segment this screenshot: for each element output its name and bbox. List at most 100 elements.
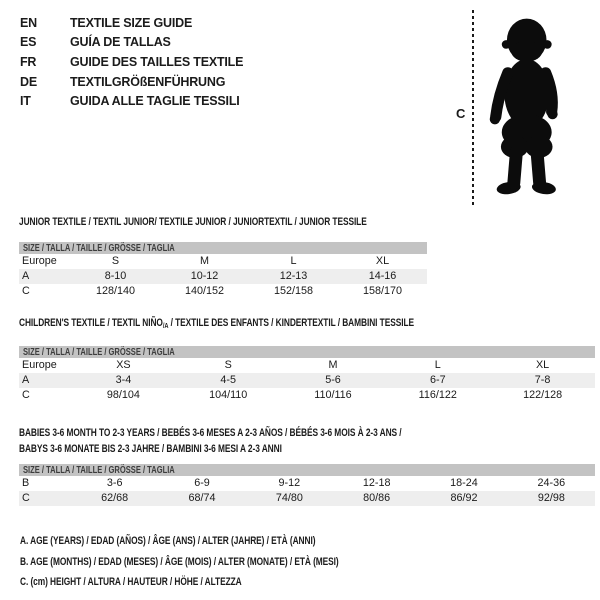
table-cell: 14-16 xyxy=(368,270,397,282)
row-label: B xyxy=(22,476,30,489)
height-measure-label: C xyxy=(456,106,466,121)
table-row: C 128/140 140/152 152/158 158/170 xyxy=(19,284,427,299)
legend-text: C. (cm) HEIGHT / ALTURA / HAUTEUR / HÖHE… xyxy=(20,576,242,589)
table-rows: B 3-6 6-9 9-12 12-18 18-24 24-36 C 62/68 68/74 74/… xyxy=(19,476,595,506)
language-row-it: IT GUIDA ALLE TAGLIE TESSILI xyxy=(20,91,243,111)
baby-silhouette-svg xyxy=(489,18,558,195)
table-cell: 116/122 xyxy=(418,389,457,401)
table-cell: S xyxy=(224,359,232,371)
table-cell: 140/152 xyxy=(184,285,225,297)
table-cell: M xyxy=(328,359,338,371)
table-cell: 80/86 xyxy=(363,491,391,504)
table-cell: 6-7 xyxy=(429,374,446,386)
height-measure-dotted-line xyxy=(472,10,474,207)
table-cell: 3-4 xyxy=(115,374,132,386)
language-title-list: EN TEXTILE SIZE GUIDE ES GUÍA DE TALLAS FR… xyxy=(20,13,243,111)
children-size-table: SIZE / TALLA / TAILLE / GRÖSSE / TAGLIA … xyxy=(19,346,595,403)
measurement-legend: A. AGE (YEARS) / EDAD (AÑOS) / ÂGE (ANS)… xyxy=(20,531,439,593)
table-rows: Europe XS S M L XL A 3-4 4-5 5-6 6-7 7-8 C 98/104 104/… xyxy=(19,358,595,403)
size-header-bar: SIZE / TALLA / TAILLE / GRÖSSE / TAGLIA xyxy=(19,242,427,254)
table-row: A 3-4 4-5 5-6 6-7 7-8 xyxy=(19,373,595,388)
legend-text: A. AGE (YEARS) / EDAD (AÑOS) / ÂGE (ANS)… xyxy=(20,535,316,548)
table-cell: L xyxy=(434,359,441,371)
table-cell: 18-24 xyxy=(450,476,478,489)
table-cell: 110/116 xyxy=(314,389,352,401)
table-cell: S xyxy=(111,255,120,267)
language-title: GUIDE DES TAILLES TEXTILE xyxy=(70,54,244,69)
size-header-text: SIZE / TALLA / TAILLE / GRÖSSE / TAGLIA xyxy=(23,463,175,476)
table-cell: 62/68 xyxy=(101,491,129,504)
table-cell: 6-9 xyxy=(194,476,210,489)
table-cell: XS xyxy=(116,359,131,371)
language-row-en: EN TEXTILE SIZE GUIDE xyxy=(20,13,243,33)
table-cell: M xyxy=(200,255,209,267)
table-title-line: CHILDREN'S TEXTILE / TEXTIL NIÑO/A / TEX… xyxy=(19,316,595,333)
title-text: CHILDREN'S TEXTILE / TEXTIL NIÑO xyxy=(19,317,163,329)
row-label: C xyxy=(22,491,30,504)
table-row: C 98/104 104/110 110/116 116/122 122/128 xyxy=(19,388,595,403)
table-cell: 92/98 xyxy=(537,491,565,504)
size-header-text: SIZE / TALLA / TAILLE / GRÖSSE / TAGLIA xyxy=(23,346,175,358)
table-cell: XL xyxy=(535,359,550,371)
language-title: GUIDA ALLE TAGLIE TESSILI xyxy=(70,94,240,109)
row-label: Europe xyxy=(22,359,57,371)
language-code: DE xyxy=(20,74,37,89)
baby-silhouette-image xyxy=(482,10,568,212)
title-text: / TEXTILE DES ENFANTS / KINDERTEXTIL / B… xyxy=(168,317,414,329)
language-title: TEXTILE SIZE GUIDE xyxy=(70,15,193,30)
title-text: BABIES 3-6 MONTH TO 2-3 YEARS / BEBÉS 3-… xyxy=(19,427,402,439)
size-header-bar: SIZE / TALLA / TAILLE / GRÖSSE / TAGLIA xyxy=(19,346,595,358)
legend-line-b: B. AGE (MONTHS) / EDAD (MESES) / ÂGE (MO… xyxy=(20,552,439,573)
table-cell: 12-13 xyxy=(279,270,308,282)
row-label: A xyxy=(22,270,30,282)
table-cell: XL xyxy=(375,255,390,267)
table-cell: L xyxy=(290,255,297,267)
table-cell: 68/74 xyxy=(188,491,216,504)
table-cell: 7-8 xyxy=(534,374,551,386)
size-header-bar: SIZE / TALLA / TAILLE / GRÖSSE / TAGLIA xyxy=(19,463,595,476)
babies-table-title: BABIES 3-6 MONTH TO 2-3 YEARS / BEBÉS 3-… xyxy=(19,425,595,458)
table-cell: 8-10 xyxy=(104,270,127,282)
row-label: C xyxy=(22,389,30,401)
language-row-de: DE TEXTILGRÖßENFÜHRUNG xyxy=(20,72,243,92)
row-label: C xyxy=(22,285,30,297)
language-code: ES xyxy=(20,35,37,50)
language-row-es: ES GUÍA DE TALLAS xyxy=(20,33,243,53)
table-cell: 9-12 xyxy=(278,476,301,489)
legend-text: B. AGE (MONTHS) / EDAD (MESES) / ÂGE (MO… xyxy=(20,555,339,568)
table-cell: 98/104 xyxy=(106,389,140,401)
table-row: Europe S M L XL xyxy=(19,254,427,269)
junior-table-title: JUNIOR TEXTILE / TEXTIL JUNIOR/ TEXTILE … xyxy=(19,215,427,229)
children-table-title: CHILDREN'S TEXTILE / TEXTIL NIÑO/A / TEX… xyxy=(19,316,595,333)
language-code: IT xyxy=(20,94,31,109)
table-row: A 8-10 10-12 12-13 14-16 xyxy=(19,269,427,284)
legend-line-c: C. (cm) HEIGHT / ALTURA / HAUTEUR / HÖHE… xyxy=(20,572,439,593)
language-title: TEXTILGRÖßENFÜHRUNG xyxy=(70,74,226,89)
table-row: B 3-6 6-9 9-12 12-18 18-24 24-36 xyxy=(19,476,595,491)
table-cell: 3-6 xyxy=(106,476,123,489)
table-cell: 86/92 xyxy=(450,491,478,504)
table-cell: 12-18 xyxy=(362,476,391,489)
babies-textile-section: BABIES 3-6 MONTH TO 2-3 YEARS / BEBÉS 3-… xyxy=(19,425,595,506)
language-code: FR xyxy=(20,54,37,69)
table-title-line: BABIES 3-6 MONTH TO 2-3 YEARS / BEBÉS 3-… xyxy=(19,425,595,441)
language-code: EN xyxy=(20,15,37,30)
title-text: BABYS 3-6 MONATE BIS 2-3 JAHRE / BAMBINI… xyxy=(19,443,282,456)
table-cell: 5-6 xyxy=(325,374,341,386)
language-title: GUÍA DE TALLAS xyxy=(70,35,171,50)
babies-size-table: SIZE / TALLA / TAILLE / GRÖSSE / TAGLIA … xyxy=(19,463,595,506)
table-cell: 4-5 xyxy=(220,374,236,386)
legend-line-a: A. AGE (YEARS) / EDAD (AÑOS) / ÂGE (ANS)… xyxy=(20,531,439,552)
table-cell: 24-36 xyxy=(537,476,566,489)
table-cell: 10-12 xyxy=(190,270,219,282)
table-title-line: BABYS 3-6 MONATE BIS 2-3 JAHRE / BAMBINI… xyxy=(19,441,595,457)
table-cell: 158/170 xyxy=(362,285,403,297)
row-label: A xyxy=(22,374,30,386)
table-row: C 62/68 68/74 74/80 80/86 86/92 92/98 xyxy=(19,490,595,506)
table-cell: 128/140 xyxy=(95,285,136,297)
table-row: Europe XS S M L XL xyxy=(19,358,595,373)
title-text: JUNIOR TEXTILE / TEXTIL JUNIOR/ TEXTILE … xyxy=(19,216,367,228)
table-cell: 122/128 xyxy=(523,389,563,401)
junior-size-table: SIZE / TALLA / TAILLE / GRÖSSE / TAGLIA … xyxy=(19,242,427,299)
